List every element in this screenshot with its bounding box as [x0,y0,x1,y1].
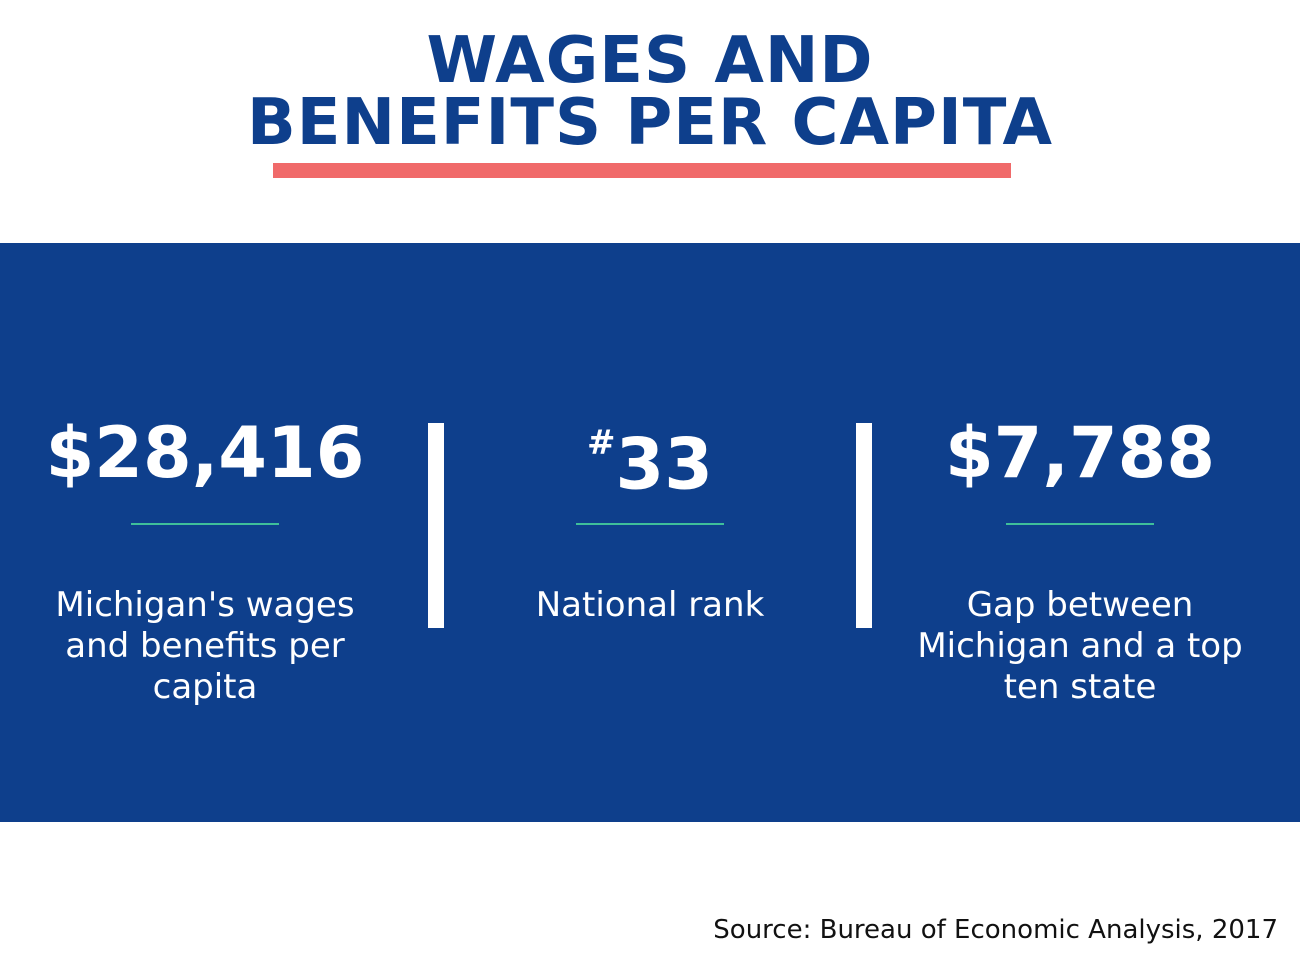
title-line-2: BENEFITS PER CAPITA [247,86,1053,160]
stat-value: #33 [475,413,825,504]
rank-hash: # [587,423,616,463]
source-note: Source: Bureau of Economic Analysis, 201… [713,915,1278,945]
stat-gap-top-ten: $7,788 Gap between Michigan and a top te… [900,413,1260,708]
stat-national-rank: #33 National rank [475,413,825,626]
stats-panel: $28,416 Michigan's wages and benefits pe… [0,243,1300,822]
stat-value: $28,416 [45,412,365,494]
stat-wages-per-capita: $28,416 Michigan's wages and benefits pe… [30,413,380,708]
title-underline [273,163,1011,178]
title: WAGES AND BENEFITS PER CAPITA [0,24,1300,160]
divider [428,423,444,628]
title-line-1: WAGES AND [426,24,874,98]
divider [856,423,872,628]
stat-rule [576,523,724,525]
stat-description: National rank [535,585,765,625]
rank-number: 33 [615,423,713,506]
stat-value: $7,788 [944,412,1216,494]
stat-description: Gap between Michigan and a top ten state [917,585,1243,707]
stat-rule [1006,523,1154,525]
stat-rule [131,523,279,525]
stat-description: Michigan's wages and benefits per capita [55,585,355,707]
